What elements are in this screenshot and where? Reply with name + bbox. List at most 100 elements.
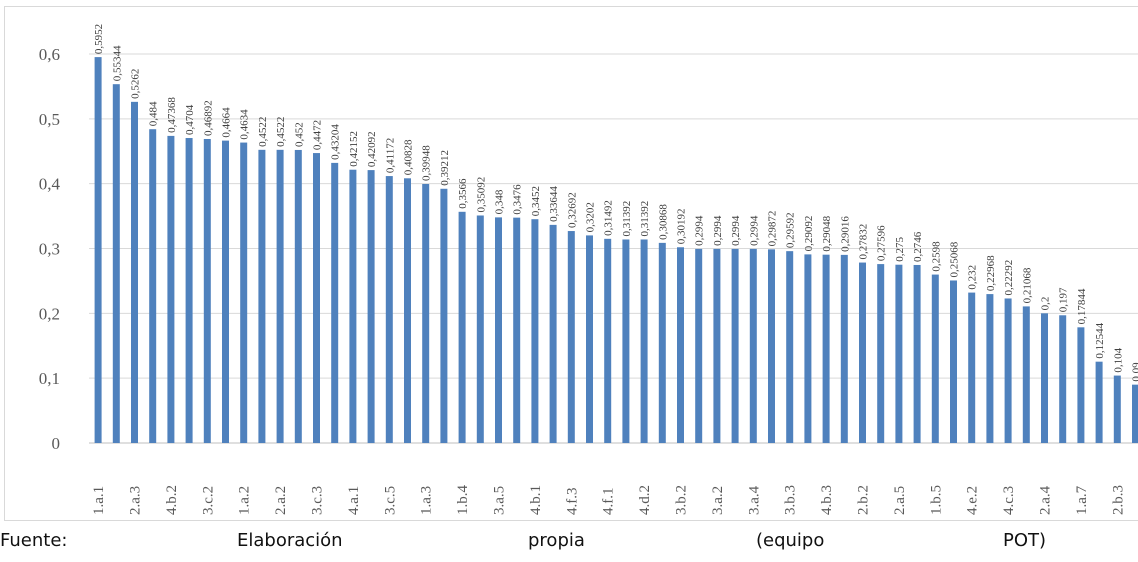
data-label: 0,39212 — [439, 150, 451, 186]
x-tick-label: 3.c.5 — [382, 486, 398, 515]
bar — [367, 170, 375, 444]
bar — [1022, 306, 1030, 443]
bar — [986, 294, 994, 443]
x-tick-label: 4.b.3 — [819, 485, 835, 515]
data-label: 0,42092 — [366, 131, 378, 167]
data-label: 0,3476 — [512, 184, 524, 215]
bar — [167, 135, 175, 443]
bar — [112, 84, 120, 443]
data-label: 0,232 — [967, 265, 979, 290]
bar — [877, 264, 885, 443]
data-label: 0,3202 — [585, 202, 597, 232]
bar — [586, 235, 593, 443]
bar — [203, 138, 211, 444]
x-tick-label: 3.b.3 — [783, 485, 799, 515]
data-label: 0,47368 — [166, 97, 178, 133]
data-label: 0,22968 — [985, 255, 997, 291]
x-tick-label: 2.a.3 — [128, 486, 144, 515]
bar — [385, 176, 393, 443]
y-tick-label: 0,3 — [39, 240, 60, 259]
bar — [294, 149, 302, 443]
data-label: 0,3566 — [457, 178, 469, 209]
data-label: 0,29016 — [839, 216, 851, 252]
y-tick-label: 0 — [52, 434, 61, 453]
x-tick-label: 3.c.3 — [310, 486, 326, 515]
data-label: 0,30192 — [676, 209, 688, 245]
bar — [731, 248, 739, 443]
source-word-pot: POT) — [1003, 530, 1047, 551]
data-label: 0,42152 — [348, 131, 360, 167]
x-tick-label: 1.a.3 — [419, 486, 435, 515]
source-word-elaboracion: Elaboración — [237, 530, 343, 551]
data-label: 0,46892 — [202, 100, 214, 136]
bar — [1004, 298, 1012, 443]
bar — [222, 140, 229, 443]
data-label: 0,275 — [894, 236, 906, 261]
data-label: 0,31392 — [639, 201, 651, 237]
bar — [513, 217, 521, 443]
bar — [622, 239, 630, 443]
x-tick-label: 1.b.5 — [928, 485, 944, 515]
bar — [677, 247, 684, 443]
data-label: 0,4634 — [239, 109, 251, 140]
data-label: 0,29048 — [821, 215, 833, 251]
bar — [968, 292, 976, 443]
data-label: 0,41172 — [384, 138, 396, 173]
data-label: 0,31492 — [603, 200, 615, 236]
bar — [1113, 375, 1121, 443]
data-label: 0,29872 — [767, 211, 779, 247]
bar — [476, 215, 484, 443]
bar — [549, 224, 557, 443]
y-tick-label: 0,2 — [39, 304, 60, 323]
x-tick-label: 4.f.3 — [564, 488, 580, 516]
x-tick-label: 1.b.4 — [455, 485, 471, 516]
x-tick-label: 2.a.4 — [1038, 485, 1054, 515]
bar — [1077, 327, 1085, 443]
bar — [604, 238, 612, 443]
data-label: 0,104 — [1112, 347, 1124, 372]
bar — [822, 254, 830, 443]
y-tick-label: 0,1 — [39, 369, 60, 388]
bar — [458, 211, 466, 443]
x-tick-label: 3.a.4 — [746, 485, 762, 515]
bar — [786, 251, 794, 443]
bar — [495, 217, 502, 443]
x-tick-label: 3.a.2 — [710, 486, 726, 515]
bar — [131, 101, 138, 444]
x-tick-label: 4.b.2 — [164, 485, 180, 515]
data-label: 0,452 — [293, 122, 305, 147]
bar — [1059, 315, 1067, 443]
bar — [240, 142, 248, 444]
bar — [258, 149, 266, 443]
x-tick-label: 1.a.2 — [237, 486, 253, 515]
bar — [149, 129, 157, 443]
bar — [895, 264, 903, 443]
x-tick-label: 4.b.1 — [528, 485, 544, 515]
data-label: 0,33644 — [548, 186, 560, 222]
bar — [931, 274, 939, 443]
data-label: 0,4522 — [275, 117, 287, 147]
y-tick-label: 0,5 — [39, 110, 60, 129]
data-label: 0,2994 — [730, 215, 742, 246]
x-tick-label: 2.a.2 — [273, 486, 289, 515]
data-label: 0,29092 — [803, 216, 815, 252]
bar — [695, 248, 703, 443]
data-label: 0,348 — [494, 189, 506, 214]
data-label: 0,32692 — [566, 192, 578, 228]
data-label: 0,484 — [148, 101, 160, 126]
bar — [713, 248, 721, 443]
data-label: 0,2994 — [748, 215, 760, 246]
data-label: 0,5262 — [130, 69, 142, 99]
x-tick-label: 4.a.1 — [346, 486, 362, 515]
source-note: Fuente: Elaboración propia (equipo POT) — [0, 524, 1138, 560]
x-tick-label: 2.b.3 — [1110, 485, 1126, 515]
bar — [185, 138, 193, 444]
data-label: 0,31392 — [621, 201, 633, 237]
bar — [749, 248, 757, 443]
bar — [422, 184, 430, 444]
x-tick-label: 4.e.2 — [965, 486, 981, 515]
data-label: 0,2598 — [930, 241, 942, 272]
source-word-fuente: Fuente: — [0, 530, 68, 551]
data-label: 0,2746 — [912, 231, 924, 262]
data-label: 0,21068 — [1021, 267, 1033, 303]
